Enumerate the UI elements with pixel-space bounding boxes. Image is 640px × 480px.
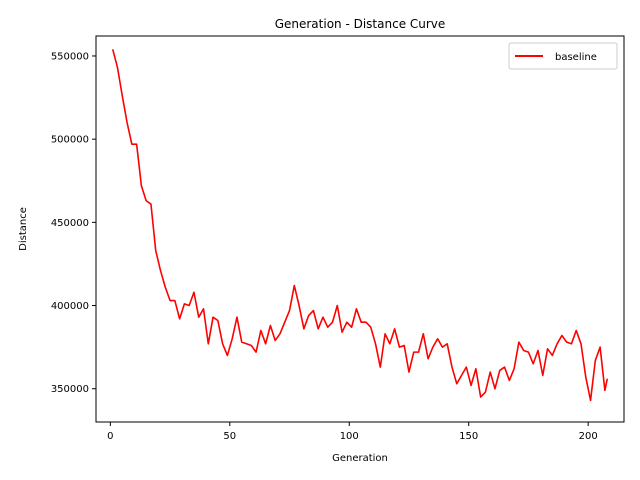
x-axis-ticks: 0 50 100 150 200 xyxy=(107,422,598,442)
series-group xyxy=(111,49,609,402)
legend-label-baseline: baseline xyxy=(555,52,597,63)
x-tick-label: 0 xyxy=(107,431,113,442)
chart-title: Generation - Distance Curve xyxy=(275,17,446,31)
x-tick-label: 150 xyxy=(459,431,478,442)
y-axis-ticks: 350000 400000 450000 500000 550000 xyxy=(51,51,96,395)
x-tick-label: 200 xyxy=(579,431,598,442)
y-tick-label: 350000 xyxy=(51,384,89,395)
plot-frame xyxy=(95,35,625,423)
y-axis-title: Distance xyxy=(18,207,29,251)
legend: baseline xyxy=(508,42,618,70)
x-tick-label: 100 xyxy=(340,431,359,442)
y-tick-label: 550000 xyxy=(51,51,89,62)
legend-frame xyxy=(508,42,618,70)
y-tick-label: 500000 xyxy=(51,135,89,146)
x-tick-label: 50 xyxy=(223,431,236,442)
series-line-baseline xyxy=(111,49,609,402)
y-tick-label: 400000 xyxy=(51,301,89,312)
y-tick-label: 450000 xyxy=(51,218,89,229)
x-axis-title: Generation xyxy=(332,453,388,464)
